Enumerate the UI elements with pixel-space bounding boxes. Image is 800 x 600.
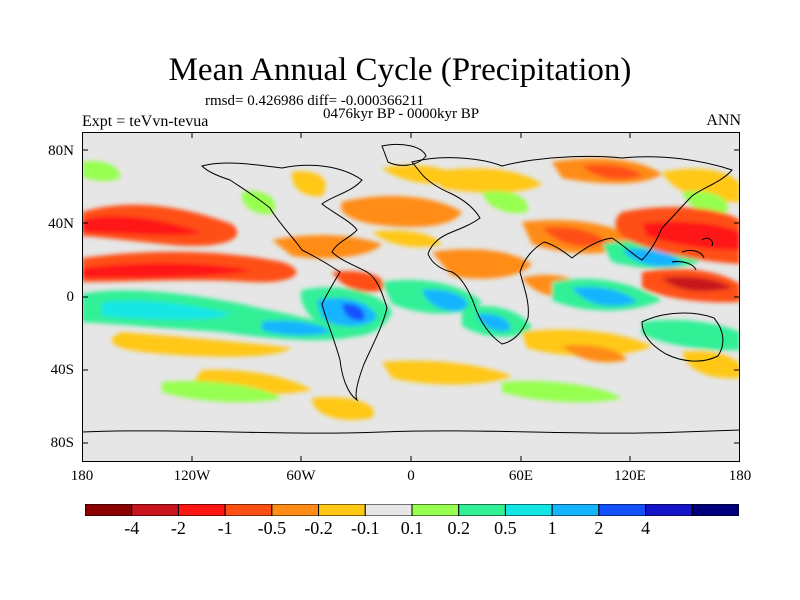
islands-coastline: [671, 237, 713, 271]
greenland-coastline: [381, 143, 427, 166]
colorbar-swatch: [318, 504, 366, 516]
y-tick-label: 80N: [48, 143, 74, 159]
precipitation-map: [82, 132, 740, 462]
americas-coastline: [201, 162, 388, 402]
colorbar-label: 0.2: [447, 518, 470, 538]
colorbar-label: -0.2: [304, 518, 333, 538]
colorbar-swatch: [177, 504, 226, 516]
x-tick-label: 120E: [614, 468, 646, 484]
colorbar-label: -1: [217, 518, 233, 538]
colorbar-swatch: [364, 504, 413, 516]
colorbar-swatch: [458, 504, 506, 516]
colorbar-swatch: [551, 504, 600, 516]
antarctica-coastline: [82, 429, 740, 434]
colorbar-label: -2: [170, 518, 186, 538]
colorbar-swatch: [224, 504, 273, 516]
x-tick-label: 0: [407, 468, 415, 484]
x-tick-label: 60W: [286, 468, 316, 484]
colorbar-swatch: [85, 504, 133, 516]
colorbar-label: 0.5: [494, 518, 517, 538]
colorbar-swatch: [411, 504, 460, 516]
x-tick-label: 60E: [508, 468, 534, 484]
colorbar-swatch: [598, 504, 647, 516]
coastlines: [82, 143, 740, 434]
x-tick-label: 120W: [173, 468, 211, 484]
axis-ticks: [82, 132, 740, 462]
australia-coastline: [641, 312, 724, 362]
x-tick-label: 180: [728, 468, 752, 484]
y-tick-label: 40N: [48, 216, 74, 232]
experiment-label: Expt = teVvn-tevua: [82, 113, 209, 130]
map-title: Mean Annual Cycle (Precipitation): [168, 52, 632, 88]
colorbar-swatch: [131, 504, 179, 516]
colorbar-label: -0.5: [257, 518, 287, 538]
y-tick-label: 40S: [50, 362, 74, 378]
colorbar-swatch: [271, 504, 320, 516]
x-tick-label: 180: [70, 468, 94, 484]
colorbar-label: 1: [547, 518, 557, 538]
colorbar-label: -0.1: [351, 518, 380, 538]
colorbar-label: 4: [641, 518, 651, 538]
y-tick-label: 80S: [50, 435, 74, 451]
season-label: ANN: [706, 112, 741, 129]
colorbar: [85, 504, 739, 516]
colorbar-swatch: [504, 504, 553, 516]
colorbar-swatch: [645, 504, 693, 516]
colorbar-swatch: [691, 504, 739, 516]
eurasia-africa-coastline: [411, 155, 733, 345]
y-tick-label: 0: [66, 289, 75, 305]
colorbar-label: -4: [124, 518, 140, 538]
colorbar-label: 0.1: [400, 518, 424, 538]
stats-line: rmsd= 0.426986 diff= -0.000366211: [205, 93, 424, 109]
period-line: 0476kyr BP - 0000kyr BP: [323, 106, 480, 122]
colorbar-label: 2: [594, 518, 604, 538]
